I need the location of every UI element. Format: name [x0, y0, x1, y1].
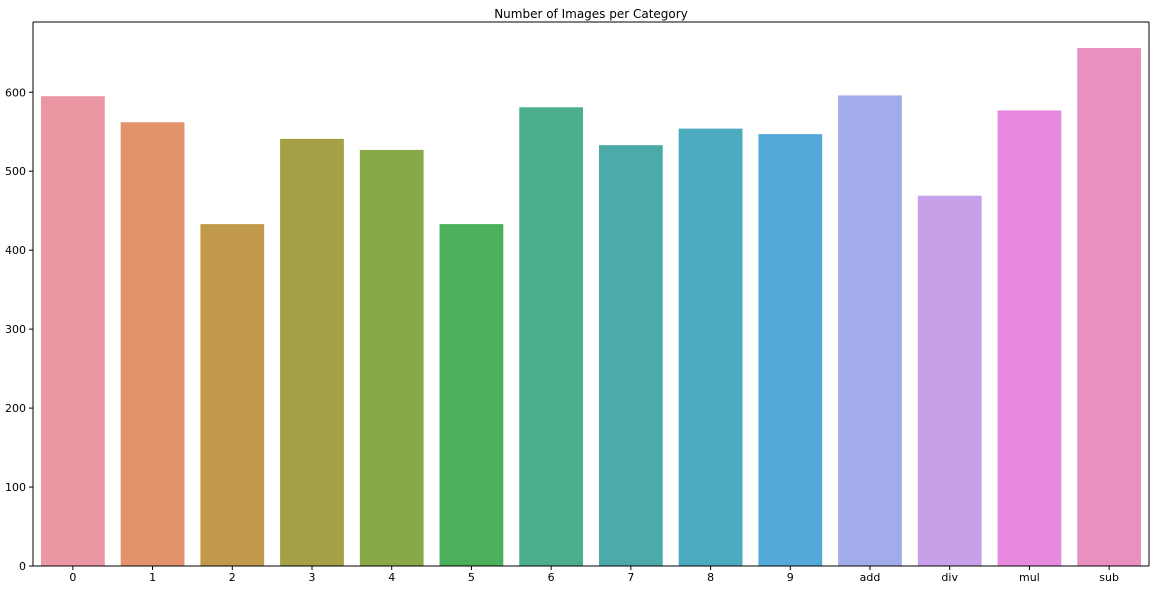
axes: 0 100 200 300 400 500 600 0 1 2 3 4 5 6 7 8 9 add div mul su…	[5, 21, 1150, 584]
y-tick-label-200: 200	[5, 402, 26, 415]
x-tick-label-8: 8	[707, 571, 714, 584]
bar-sub	[1077, 48, 1142, 567]
bar-mul	[997, 110, 1062, 567]
x-tick-label-mul: mul	[1019, 571, 1040, 584]
bar-7	[598, 145, 663, 567]
x-tick-label-4: 4	[388, 571, 395, 584]
x-tick-label-add: add	[860, 571, 881, 584]
x-tick-label-1: 1	[149, 571, 156, 584]
x-tick-label-6: 6	[548, 571, 555, 584]
x-tick-label-7: 7	[627, 571, 634, 584]
bar-add	[838, 95, 902, 567]
y-tick-label-500: 500	[5, 165, 26, 178]
bar-5	[439, 224, 504, 566]
y-tick-label-300: 300	[5, 323, 26, 336]
x-tick-label-0: 0	[69, 571, 76, 584]
bar-8	[678, 128, 743, 566]
bar-div	[917, 195, 982, 566]
chart-title: Number of Images per Category	[494, 7, 688, 21]
y-tick-label-400: 400	[5, 244, 26, 257]
x-tick-label-9: 9	[787, 571, 794, 584]
bar-0	[40, 96, 105, 566]
bar-4	[359, 149, 424, 566]
bar-2	[200, 224, 265, 566]
y-tick-label-100: 100	[5, 481, 26, 494]
bar-9	[758, 134, 823, 566]
bar-1	[120, 122, 185, 567]
y-tick-label-0: 0	[19, 560, 26, 573]
bar-3	[280, 138, 344, 566]
y-tick-label-600: 600	[5, 86, 26, 99]
x-tick-label-div: div	[941, 571, 958, 584]
bar-6	[519, 107, 584, 567]
x-tick-label-2: 2	[229, 571, 236, 584]
x-tick-label-5: 5	[468, 571, 475, 584]
x-tick-label-3: 3	[309, 571, 316, 584]
bars	[40, 48, 1142, 567]
x-tick-label-sub: sub	[1099, 571, 1119, 584]
